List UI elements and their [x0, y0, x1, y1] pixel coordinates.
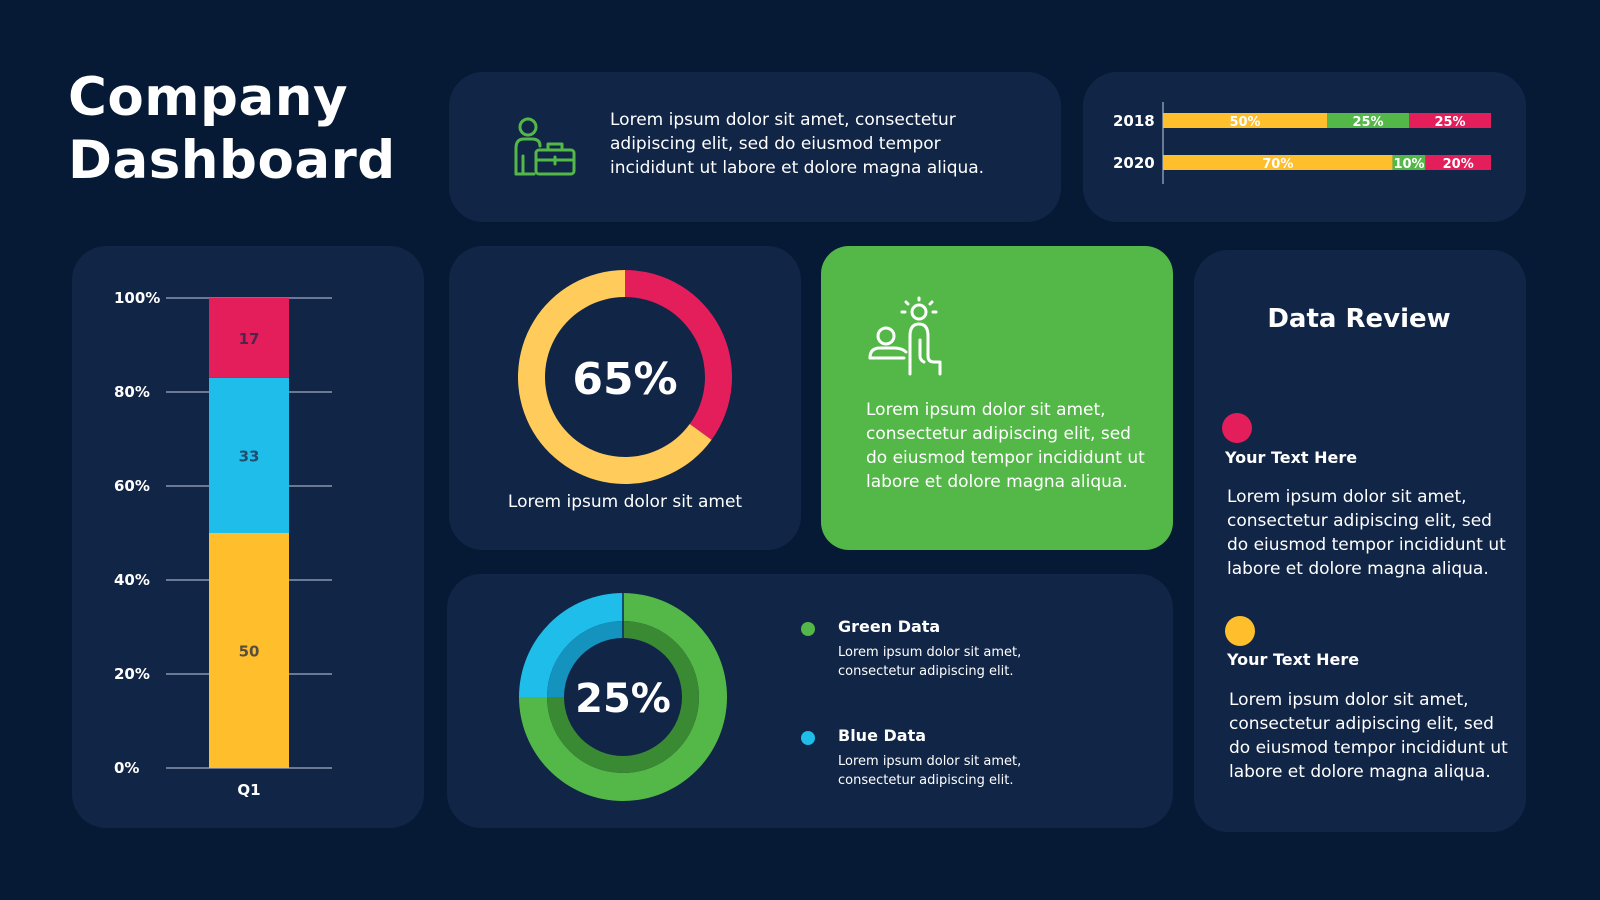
category-label: 2020 [1113, 154, 1155, 172]
donut-25-chart: 25% [519, 593, 727, 801]
y-tick-label: 0% [114, 759, 139, 777]
title-line-2: Dashboard [68, 130, 396, 191]
donut-slice-0 [625, 270, 732, 440]
y-tick-label: 40% [114, 571, 150, 589]
donut-65-chart: 65% [518, 270, 732, 484]
legend-text-blue: Lorem ipsum dolor sit amet, consectetur … [838, 754, 1022, 788]
hbar-segment-1 [1392, 155, 1426, 170]
businessman-briefcase-icon [514, 117, 576, 176]
year-bars-panel [1083, 72, 1526, 222]
category-label: 2018 [1113, 112, 1155, 130]
y-tick-label: 60% [114, 477, 150, 495]
people-ideas-icon [868, 296, 942, 376]
data-review-title: Data Review [1267, 304, 1451, 334]
bar-value-label: 17 [239, 330, 260, 348]
hbar-segment-1 [1327, 113, 1409, 128]
donut-center-label: 65% [572, 354, 677, 405]
hbar-value-label: 10% [1393, 157, 1424, 172]
hbar-segment-0 [1163, 113, 1327, 128]
page-title: Company Dashboard [68, 66, 396, 192]
bar-segment-0 [209, 533, 289, 768]
hbar-segment-2 [1425, 155, 1491, 170]
bar-value-label: 50 [239, 643, 260, 661]
review-dot-red [1222, 413, 1252, 443]
y-tick-label: 20% [114, 665, 150, 683]
y-tick-label: 100% [114, 289, 160, 307]
x-tick-label: Q1 [237, 781, 260, 799]
bar-segment-2 [209, 298, 289, 378]
intro-text: Lorem ipsum dolor sit amet, consectetur … [610, 110, 985, 178]
hbar-segment-0 [1163, 155, 1393, 170]
review-item-1-text: Lorem ipsum dolor sit amet, consectetur … [1227, 487, 1506, 579]
legend-dot-green [801, 622, 815, 636]
intro-panel [449, 72, 1061, 222]
year-bars-chart: 2018 50% 25% 25% 2020 70% 10% 20% [1113, 102, 1491, 184]
green-card-text: Lorem ipsum dolor sit amet, consectetur … [866, 400, 1145, 492]
hbar-value-label: 50% [1229, 115, 1260, 130]
title-line-1: Company [68, 67, 349, 128]
review-item-2-title: Your Text Here [1227, 650, 1360, 669]
legend-title-blue: Blue Data [838, 726, 927, 745]
bar-value-label: 33 [239, 447, 260, 465]
legend-text-green: Lorem ipsum dolor sit amet, consectetur … [838, 645, 1022, 679]
review-dot-yellow [1225, 616, 1255, 646]
hbar-value-label: 25% [1352, 115, 1383, 130]
donut-center-label: 25% [575, 676, 671, 722]
stacked-column-chart: 0% 20% 40% 60% 80% 100% 50 33 17 Q1 [114, 289, 332, 799]
hbar-value-label: 20% [1443, 157, 1474, 172]
review-item-2-text: Lorem ipsum dolor sit amet, consectetur … [1229, 690, 1508, 782]
data-review-panel [1194, 250, 1526, 832]
donut-inner-slice-1 [547, 621, 623, 697]
bar-segment-1 [209, 377, 289, 533]
donut-65-caption: Lorem ipsum dolor sit amet [507, 492, 743, 512]
hbar-value-label: 25% [1434, 115, 1465, 130]
legend-title-green: Green Data [838, 617, 941, 636]
legend-dot-blue [801, 731, 815, 745]
green-info-card [821, 246, 1173, 550]
hbar-value-label: 70% [1262, 157, 1293, 172]
donut-outer-slice-1 [519, 593, 623, 697]
hbar-segment-2 [1409, 113, 1491, 128]
review-item-1-title: Your Text Here [1225, 448, 1358, 467]
y-tick-label: 80% [114, 383, 150, 401]
